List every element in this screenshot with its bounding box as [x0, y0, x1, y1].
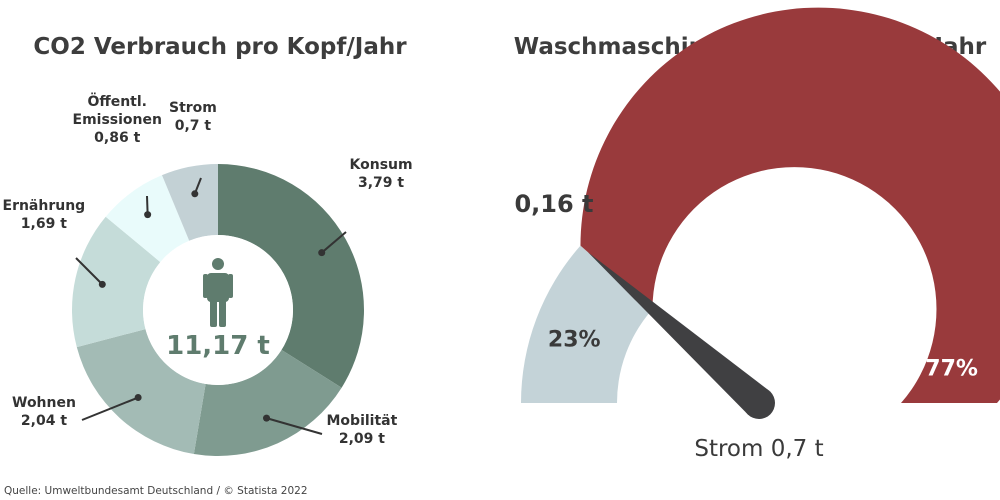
- leader-dot-ernaehrung: [98, 280, 106, 288]
- leader-line-mobilitaet: [266, 417, 323, 435]
- gauge-segment-label-1: 23%: [548, 328, 601, 353]
- gauge-needle-hub: [743, 387, 775, 419]
- donut-slice-ernaehrung: [71, 216, 161, 348]
- person-icon-left-arm: [203, 274, 208, 298]
- donut-hole: [143, 235, 293, 385]
- person-icon-right-leg: [219, 299, 226, 327]
- person-icon: [203, 258, 233, 327]
- gauge-bottom-label: Strom 0,7 t: [694, 436, 823, 462]
- gauge-segment-1: [521, 245, 653, 403]
- slice-label-wohnen: Wohnen 2,04 t: [12, 395, 76, 429]
- leader-line-konsum: [321, 231, 347, 254]
- slice-label-mobilitaet: Mobilität 2,09 t: [326, 413, 398, 447]
- source-note: Quelle: Umweltbundesamt Deutschland / © …: [4, 485, 308, 497]
- person-icon-left-leg: [210, 299, 217, 327]
- slice-label-konsum: Konsum 3,79 t: [349, 157, 413, 191]
- gauge-segment-label-2: 77%: [925, 356, 978, 381]
- donut-center-label: 11,17 t: [166, 331, 270, 361]
- leader-line-ernaehrung: [75, 257, 104, 286]
- gauge-needle: [587, 252, 770, 416]
- leader-line-wohnen: [81, 396, 139, 421]
- leader-dot-mobilitaet: [263, 414, 271, 422]
- leader-dot-konsum: [318, 249, 326, 257]
- donut-slice-wohnen: [76, 329, 206, 454]
- gauge-needle-label: 0,16 t: [514, 190, 593, 218]
- leader-dot-wohnen: [134, 394, 142, 402]
- donut-slice-konsum: [218, 164, 364, 388]
- person-icon-right-arm: [228, 274, 233, 298]
- slice-label-strom: Strom 0,7 t: [169, 100, 217, 134]
- slice-label-ernaehrung: Ernährung 1,69 t: [2, 198, 86, 232]
- donut-chart-title: CO2 Verbrauch pro Kopf/Jahr: [33, 34, 407, 60]
- person-icon-head: [212, 258, 224, 270]
- donut-slice-strom: [161, 164, 218, 241]
- leader-dot-strom: [191, 190, 199, 198]
- leader-dot-oeffentl-emissionen: [144, 211, 152, 219]
- donut-slice-mobilitaet: [193, 349, 342, 456]
- person-icon-body: [207, 273, 229, 302]
- slice-label-oeffentl-emissionen: Öffentl. Emissionen 0,86 t: [72, 94, 162, 146]
- donut-slice-oeffentl-emissionen: [105, 175, 190, 263]
- gauge-segment-2: [580, 7, 1000, 403]
